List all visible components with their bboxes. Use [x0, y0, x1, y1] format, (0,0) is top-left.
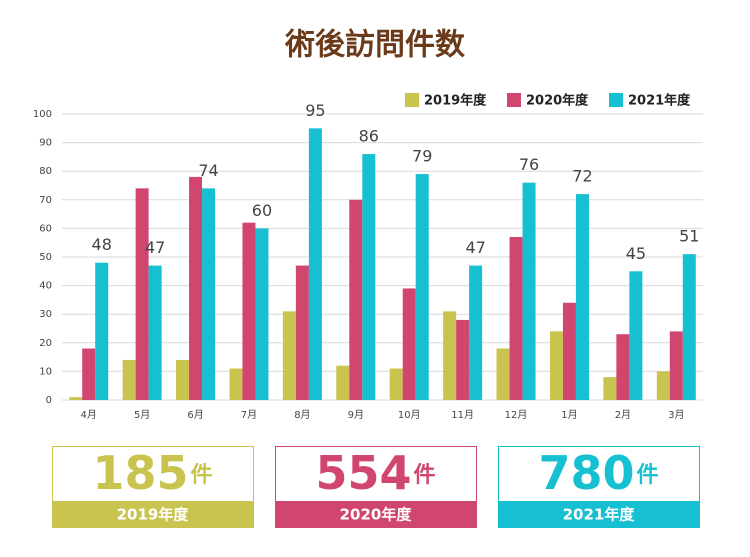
summary-value-group: 554件 — [315, 446, 435, 500]
y-tick-label: 60 — [39, 223, 52, 234]
y-tick-label: 80 — [39, 166, 52, 177]
y-tick-label: 20 — [39, 338, 52, 349]
bar — [336, 365, 350, 400]
legend-label: 2021年度 — [628, 93, 691, 109]
bar — [496, 348, 510, 400]
x-tick-label: 8月 — [294, 409, 310, 421]
x-tick-label: 2月 — [615, 409, 631, 421]
summary-value-group: 780件 — [538, 446, 658, 500]
bar — [295, 265, 309, 400]
bar — [629, 271, 643, 400]
bar — [229, 368, 243, 400]
bar — [122, 359, 136, 400]
summary-value: 185 — [92, 446, 188, 500]
legend-swatch — [405, 93, 419, 107]
summary-unit: 件 — [191, 463, 213, 488]
y-tick-label: 30 — [39, 309, 52, 320]
bar — [176, 359, 190, 400]
bar — [202, 188, 216, 400]
y-tick-label: 10 — [39, 366, 52, 377]
legend-label: 2020年度 — [526, 93, 589, 109]
y-tick-label: 70 — [39, 195, 52, 206]
bar — [82, 348, 96, 400]
y-tick-label: 0 — [46, 395, 52, 406]
bar — [362, 154, 376, 400]
bar — [349, 199, 363, 400]
x-tick-label: 12月 — [505, 409, 528, 421]
summary-band — [275, 501, 477, 528]
x-tick-label: 4月 — [81, 409, 97, 421]
summary-value: 554 — [315, 446, 411, 500]
legend-label: 2019年度 — [424, 93, 487, 109]
data-label: 74 — [198, 161, 218, 180]
bar — [389, 368, 403, 400]
summary-unit: 件 — [414, 463, 436, 488]
data-label: 47 — [145, 238, 165, 257]
data-label: 79 — [412, 147, 432, 166]
bar — [443, 311, 457, 400]
data-label: 47 — [465, 238, 485, 257]
bar — [522, 182, 536, 400]
bar — [242, 222, 256, 400]
bar — [148, 265, 162, 400]
summary-unit: 件 — [637, 463, 659, 488]
summary-value: 780 — [538, 446, 634, 500]
summary-band — [52, 501, 254, 528]
x-tick-label: 5月 — [134, 409, 150, 421]
bar — [656, 371, 670, 400]
bar — [308, 128, 322, 401]
chart-title: 術後訪問件数 — [284, 28, 466, 63]
data-label: 86 — [359, 127, 379, 146]
x-tick-label: 6月 — [187, 409, 203, 421]
bar — [469, 265, 483, 400]
summary-label: 2019年度 — [117, 506, 190, 524]
bar — [575, 194, 589, 400]
x-tick-label: 9月 — [348, 409, 364, 421]
x-tick-label: 7月 — [241, 409, 257, 421]
x-tick-label: 10月 — [398, 409, 421, 421]
legend-swatch — [507, 93, 521, 107]
data-label: 51 — [679, 227, 699, 246]
bar — [402, 288, 416, 400]
bar — [135, 188, 149, 400]
bar — [415, 174, 429, 400]
y-tick-label: 90 — [39, 138, 52, 149]
summary-band — [498, 501, 700, 528]
bar — [456, 319, 470, 400]
data-label: 95 — [305, 101, 325, 120]
bar — [69, 397, 83, 400]
bar — [189, 176, 203, 400]
bar — [95, 262, 109, 400]
y-tick-label: 40 — [39, 281, 52, 292]
bar — [282, 311, 296, 400]
y-tick-label: 50 — [39, 252, 52, 263]
bar — [682, 254, 696, 400]
bar — [549, 331, 563, 400]
data-label: 60 — [252, 201, 272, 220]
bar — [616, 334, 630, 400]
bar — [255, 228, 269, 400]
summary-label: 2020年度 — [340, 506, 413, 524]
data-label: 48 — [92, 235, 112, 254]
legend-swatch — [609, 93, 623, 107]
x-tick-label: 11月 — [451, 409, 474, 421]
bar — [562, 302, 576, 400]
x-tick-label: 1月 — [561, 409, 577, 421]
summary-label: 2021年度 — [563, 506, 636, 524]
bar — [603, 377, 617, 400]
bar — [509, 236, 523, 400]
data-label: 76 — [519, 155, 539, 174]
summary-value-group: 185件 — [92, 446, 212, 500]
data-label: 72 — [572, 167, 592, 186]
data-label: 45 — [626, 244, 646, 263]
bar — [669, 331, 683, 400]
x-tick-label: 3月 — [668, 409, 684, 421]
y-tick-label: 100 — [33, 109, 52, 120]
